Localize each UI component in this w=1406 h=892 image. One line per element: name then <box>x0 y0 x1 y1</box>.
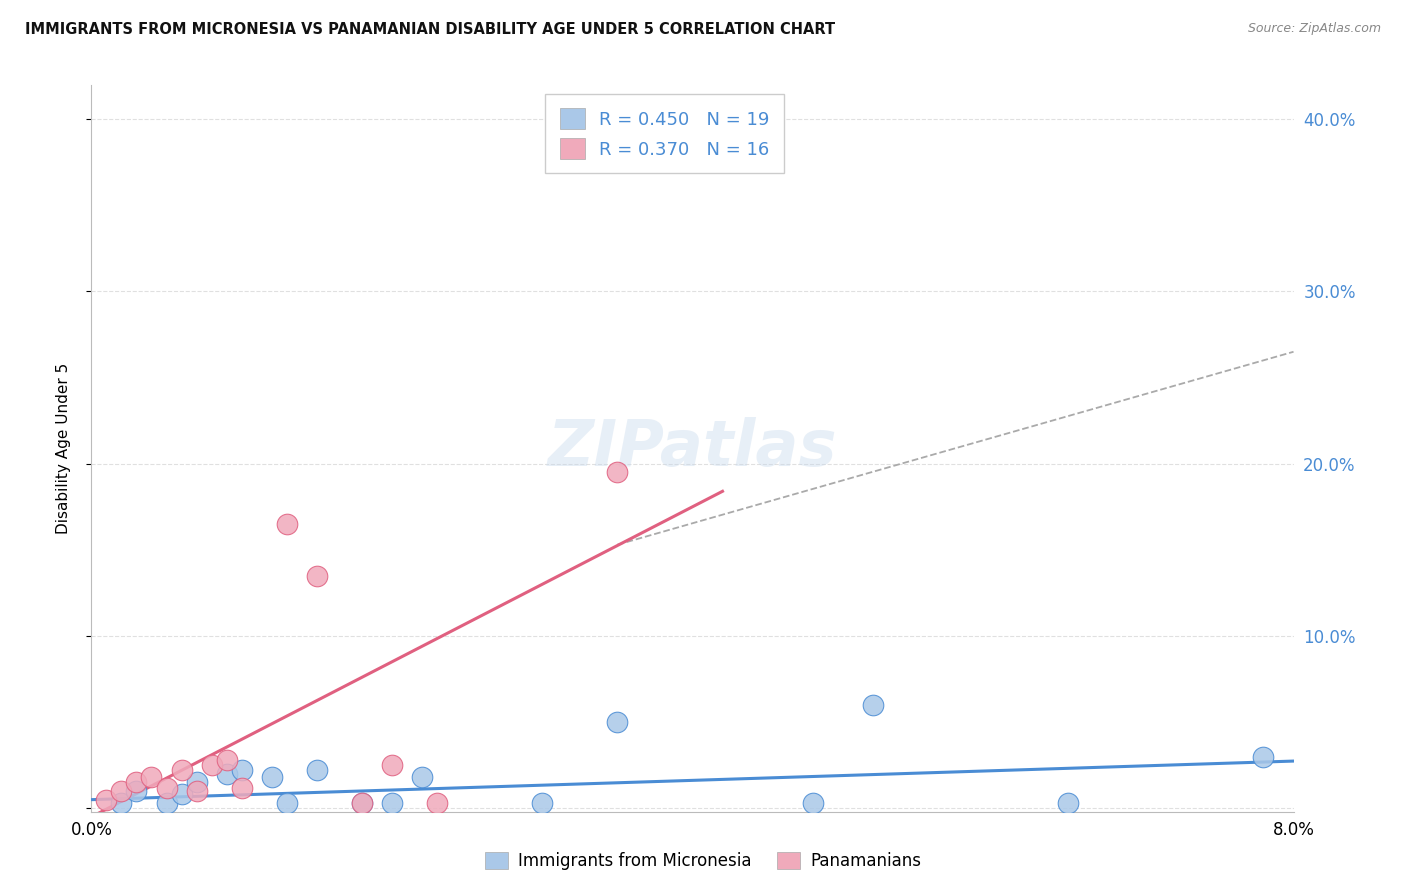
Panamanians <box>350 796 373 810</box>
Panamanians <box>201 758 224 772</box>
Immigrants from Micronesia <box>260 770 283 784</box>
Panamanians <box>96 792 118 806</box>
Y-axis label: Disability Age Under 5: Disability Age Under 5 <box>56 363 70 533</box>
Immigrants from Micronesia <box>276 796 298 810</box>
Legend: Immigrants from Micronesia, Panamanians: Immigrants from Micronesia, Panamanians <box>478 845 928 877</box>
Text: IMMIGRANTS FROM MICRONESIA VS PANAMANIAN DISABILITY AGE UNDER 5 CORRELATION CHAR: IMMIGRANTS FROM MICRONESIA VS PANAMANIAN… <box>25 22 835 37</box>
Immigrants from Micronesia <box>862 698 884 712</box>
Text: ZIPatlas: ZIPatlas <box>548 417 837 479</box>
Immigrants from Micronesia <box>170 788 193 802</box>
Immigrants from Micronesia <box>381 796 404 810</box>
Panamanians <box>305 568 328 582</box>
Immigrants from Micronesia <box>411 770 433 784</box>
Panamanians <box>215 753 238 767</box>
Panamanians <box>125 775 148 789</box>
Immigrants from Micronesia <box>801 796 824 810</box>
Panamanians <box>381 758 404 772</box>
Legend: R = 0.450   N = 19, R = 0.370   N = 16: R = 0.450 N = 19, R = 0.370 N = 16 <box>546 94 785 173</box>
Panamanians <box>110 784 132 798</box>
Panamanians <box>141 770 163 784</box>
Immigrants from Micronesia <box>231 764 253 778</box>
Text: Source: ZipAtlas.com: Source: ZipAtlas.com <box>1247 22 1381 36</box>
Panamanians <box>276 516 298 531</box>
Panamanians <box>231 780 253 795</box>
Immigrants from Micronesia <box>1057 796 1080 810</box>
Immigrants from Micronesia <box>125 784 148 798</box>
Panamanians <box>170 764 193 778</box>
Immigrants from Micronesia <box>186 775 208 789</box>
Panamanians <box>426 796 449 810</box>
Panamanians <box>155 780 177 795</box>
Immigrants from Micronesia <box>531 796 554 810</box>
Panamanians <box>606 466 628 480</box>
Immigrants from Micronesia <box>305 764 328 778</box>
Immigrants from Micronesia <box>155 796 177 810</box>
Immigrants from Micronesia <box>1253 749 1275 764</box>
Panamanians <box>186 784 208 798</box>
Immigrants from Micronesia <box>110 796 132 810</box>
Immigrants from Micronesia <box>215 767 238 781</box>
Immigrants from Micronesia <box>606 715 628 730</box>
Immigrants from Micronesia <box>350 796 373 810</box>
